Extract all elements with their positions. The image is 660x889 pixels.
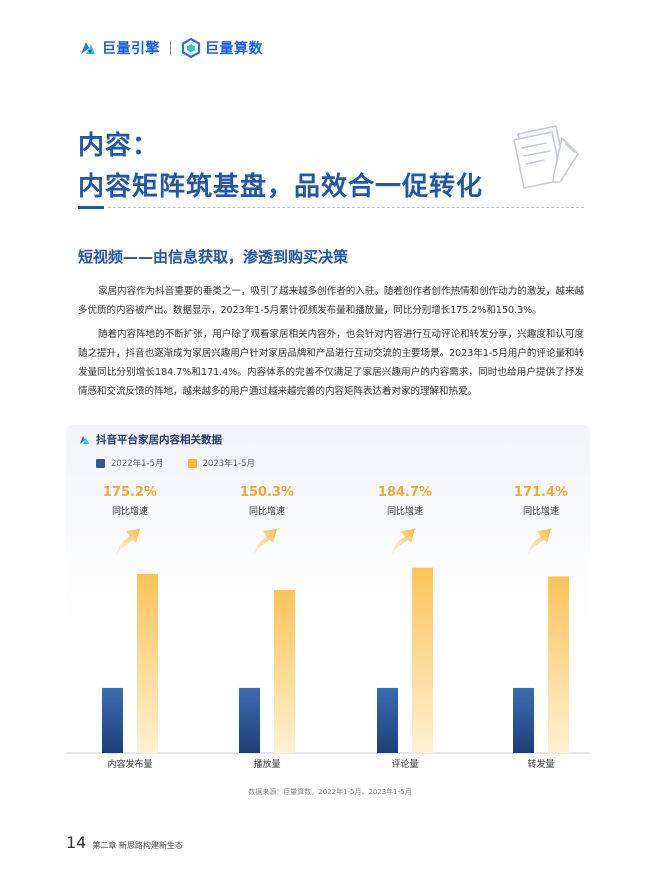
logo1-text: 巨量引擎 [102, 41, 160, 57]
category-label: 转发量 [527, 758, 554, 770]
bar-2022-1 [239, 687, 260, 753]
logo-divider [170, 41, 171, 55]
legend-item-2023: 2023年1-5月 [187, 457, 256, 469]
bar-2023-1 [274, 590, 295, 753]
growth-value-label: 184.7% [378, 485, 432, 500]
category-label: 内容发布量 [107, 758, 152, 770]
page-footer: 14 第二章 新思路构建新生态 [66, 833, 183, 852]
legend-item-2022: 2022年1-5月 [96, 457, 164, 469]
chapter-label: 第二章 新思路构建新生态 [92, 841, 183, 850]
juliang-engine-icon [81, 42, 95, 54]
chart-title-icon [80, 435, 89, 444]
bar-2022-3 [513, 687, 534, 753]
page-title-line2: 内容矩阵筑基盘，品效合一促转化 [78, 172, 484, 202]
logo-juliang-yinqing: 巨量引擎 [78, 38, 160, 58]
growth-arrow-icon [116, 529, 140, 555]
page-title-line1: 内容： [78, 131, 160, 161]
legend-label-2023: 2023年1-5月 [202, 459, 256, 469]
growth-arrow-icon [391, 529, 415, 555]
growth-value-label: 171.4% [514, 485, 568, 500]
logo-juliang-suanshu: 巨量算数 [181, 38, 263, 58]
growth-caption-label: 同比增速 [249, 505, 285, 517]
chart-header: 抖音平台家居内容相关数据 [78, 432, 222, 447]
bar-2023-3 [548, 576, 569, 753]
growth-caption-label: 同比增速 [112, 505, 148, 517]
bar-2023-0 [137, 573, 158, 753]
chart-source: 数据来源：巨量算数，2022年1-5月、2023年1-5月 [248, 788, 412, 796]
legend-label-2022: 2022年1-5月 [111, 459, 164, 469]
bar-2022-0 [102, 687, 123, 753]
header-logos: 巨量引擎 巨量算数 [78, 38, 263, 58]
category-label: 评论量 [391, 758, 418, 770]
document-pencil-icon [513, 125, 579, 189]
logo2-text: 巨量算数 [205, 41, 263, 57]
paragraph-2: 随着内容阵地的不断扩张，用户除了观看家居相关内容外，也会针对内容进行互动评论和转… [78, 329, 584, 397]
growth-value-label: 150.3% [240, 485, 294, 500]
bar-2022-2 [377, 687, 398, 753]
growth-caption-label: 同比增速 [387, 505, 423, 517]
chart-title: 抖音平台家居内容相关数据 [96, 434, 222, 446]
growth-caption-label: 同比增速 [523, 505, 559, 517]
juliang-suanshu-icon [181, 38, 201, 58]
legend-swatch-2023 [187, 458, 197, 468]
growth-arrow-icon [527, 529, 551, 555]
bar-2023-2 [412, 567, 433, 753]
paragraph-1: 家居内容作为抖音重要的垂类之一，吸引了越来越多创作者的入驻。随着创作者创作热情和… [78, 286, 584, 316]
chart-legend: 2022年1-5月 2023年1-5月 [96, 457, 255, 469]
category-label: 播放量 [253, 758, 280, 770]
page-number: 14 [66, 833, 87, 852]
growth-arrow-icon [253, 529, 277, 555]
growth-value-label: 175.2% [103, 485, 157, 500]
section-heading: 短视频——由信息获取，渗透到购买决策 [78, 248, 349, 266]
legend-swatch-2022 [96, 458, 105, 468]
title-divider [78, 206, 584, 209]
